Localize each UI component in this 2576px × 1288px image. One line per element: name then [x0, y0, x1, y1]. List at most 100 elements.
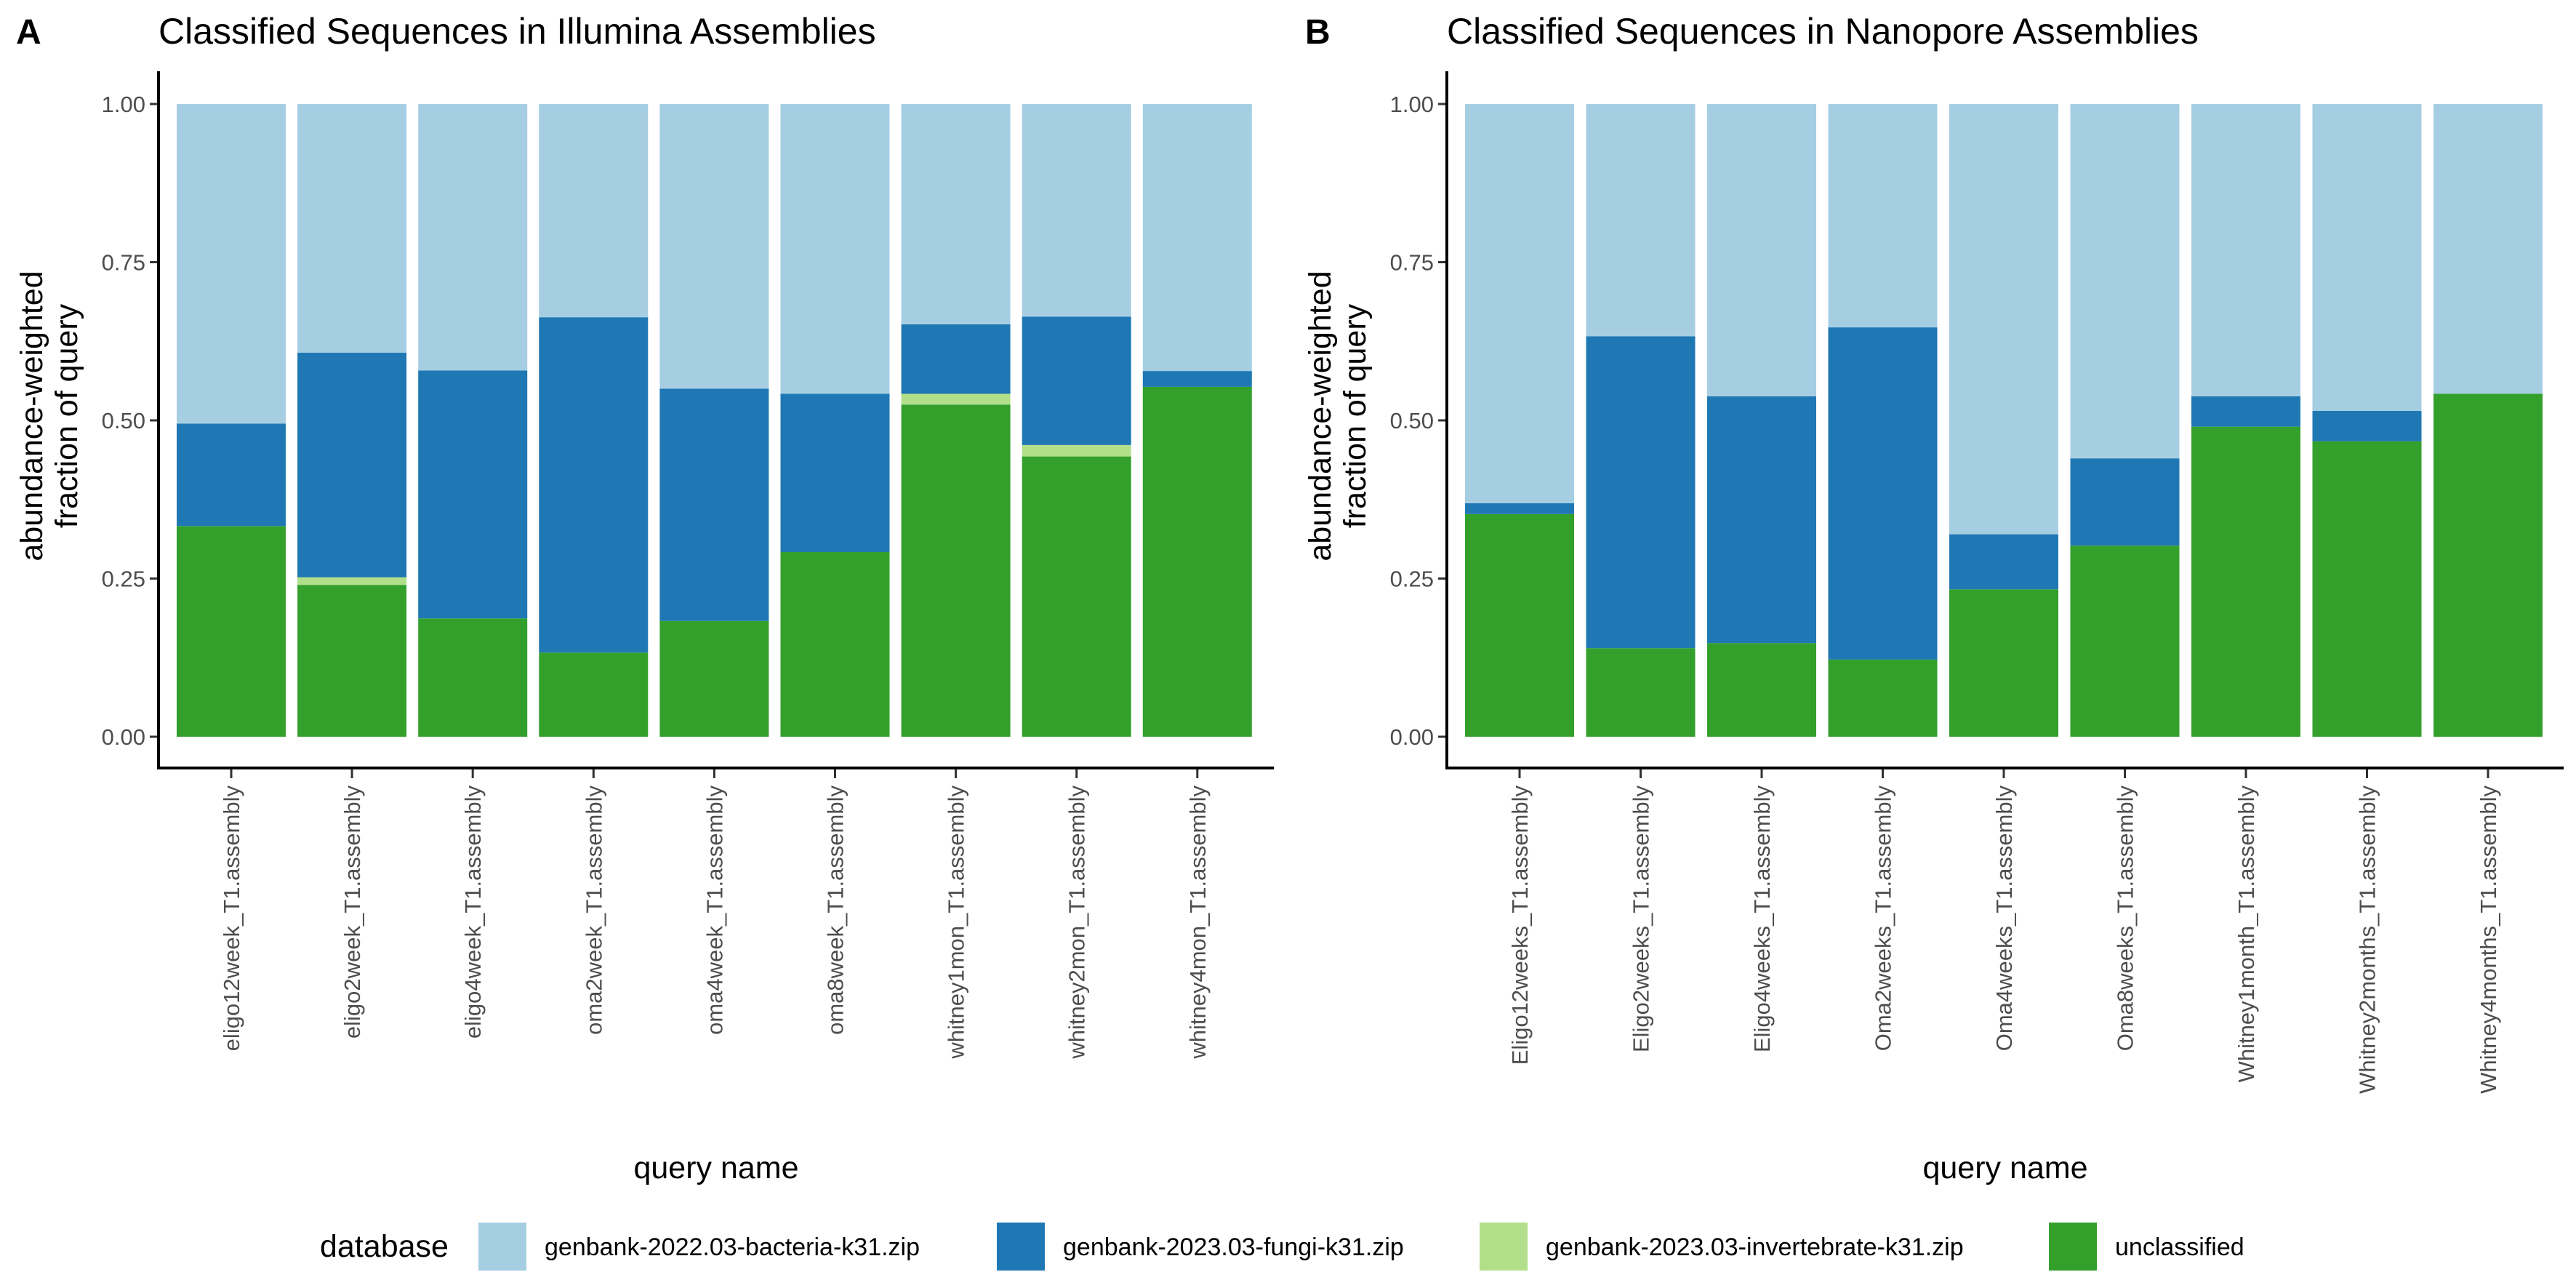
- legend-swatch-fungi: [997, 1223, 1045, 1271]
- y-tick-label: 0.50: [102, 408, 145, 433]
- bar-segment-genbank-2023-03-fungi-k31-zip: [539, 317, 649, 653]
- bar-segment-unclassified: [418, 618, 528, 737]
- bar-segment-unclassified: [1707, 643, 1816, 737]
- legend-swatch-unclassified: [2049, 1223, 2097, 1271]
- bar-segment-genbank-2022-03-bacteria-k31-zip: [2191, 104, 2300, 396]
- bar-segment-genbank-2022-03-bacteria-k31-zip: [2312, 104, 2422, 411]
- bar-segment-genbank-2022-03-bacteria-k31-zip: [1707, 104, 1816, 396]
- y-tick-label: 1.00: [1390, 92, 1434, 117]
- x-tick-label: oma2week_T1.assembly: [581, 785, 606, 1035]
- bar-segment-unclassified: [1465, 513, 1574, 737]
- y-tick-label: 0.75: [102, 250, 145, 276]
- y-axis-title-line1: abundance-weighted: [1303, 271, 1338, 561]
- x-tick-label: whitney4mon_T1.assembly: [1185, 785, 1211, 1060]
- x-tick-label: eligo12week_T1.assembly: [219, 785, 244, 1052]
- x-tick-label: oma8week_T1.assembly: [823, 785, 848, 1035]
- chart-title: Classified Sequences in Nanopore Assembl…: [1447, 11, 2199, 52]
- bar-segment-genbank-2023-03-fungi-k31-zip: [1465, 503, 1574, 514]
- bar-segment-genbank-2023-03-fungi-k31-zip: [177, 423, 286, 527]
- bar-segment-genbank-2023-03-invertebrate-k31-zip: [1022, 444, 1131, 457]
- bar-segment-genbank-2023-03-fungi-k31-zip: [297, 352, 407, 577]
- bar-segment-unclassified: [901, 404, 1011, 737]
- legend: database genbank-2022.03-bacteria-k31.zi…: [320, 1223, 2244, 1271]
- bar-segment-unclassified: [1022, 456, 1131, 737]
- x-tick-label: Eligo12weeks_T1.assembly: [1507, 785, 1533, 1065]
- y-axis-ticks: 0.00 0.25 0.50 0.75 1.00: [1390, 92, 1447, 750]
- bar-segment-genbank-2023-03-fungi-k31-zip: [1707, 396, 1816, 644]
- y-axis-ticks: 0.00 0.25 0.50 0.75 1.00: [102, 92, 159, 750]
- y-axis-title-line2: fraction of query: [1338, 303, 1373, 528]
- x-tick-label: whitney2mon_T1.assembly: [1064, 785, 1090, 1060]
- x-tick-label: Oma8weeks_T1.assembly: [2113, 785, 2138, 1052]
- x-tick-label: Whitney1month_T1.assembly: [2234, 785, 2259, 1083]
- bar-segment-genbank-2023-03-fungi-k31-zip: [1142, 371, 1252, 387]
- bar-segment-genbank-2023-03-fungi-k31-zip: [2070, 458, 2180, 546]
- x-tick-label: eligo2week_T1.assembly: [340, 785, 365, 1039]
- x-tick-label: whitney1mon_T1.assembly: [944, 785, 969, 1060]
- bar-segment-genbank-2022-03-bacteria-k31-zip: [1949, 104, 2058, 535]
- bar-segment-unclassified: [2433, 393, 2543, 737]
- x-axis-ticks: eligo12week_T1.assembly eligo2week_T1.ass…: [219, 768, 1211, 1060]
- x-tick-label: eligo4week_T1.assembly: [460, 785, 486, 1039]
- y-axis-title-line2: fraction of query: [49, 303, 84, 528]
- y-tick-label: 0.00: [1390, 724, 1434, 750]
- legend-title: database: [320, 1229, 449, 1264]
- panel-letter: A: [16, 13, 41, 52]
- x-tick-label: oma4week_T1.assembly: [702, 785, 727, 1035]
- bar-segment-genbank-2022-03-bacteria-k31-zip: [1022, 104, 1131, 317]
- bar-segment-genbank-2022-03-bacteria-k31-zip: [177, 104, 286, 424]
- legend-label-unclassified: unclassified: [2115, 1233, 2244, 1261]
- bar-segment-genbank-2022-03-bacteria-k31-zip: [1465, 104, 1574, 503]
- bar-segment-unclassified: [539, 652, 649, 737]
- y-tick-label: 0.00: [102, 724, 145, 750]
- x-axis-title: query name: [633, 1151, 798, 1185]
- bar-segment-unclassified: [1949, 589, 2058, 737]
- bar-segment-genbank-2023-03-fungi-k31-zip: [659, 388, 769, 621]
- bar-segment-unclassified: [2191, 426, 2300, 737]
- x-tick-label: Eligo4weeks_T1.assembly: [1749, 785, 1775, 1053]
- x-axis-title: query name: [1922, 1151, 2087, 1185]
- bar-segment-unclassified: [1142, 386, 1252, 737]
- x-tick-label: Eligo2weeks_T1.assembly: [1629, 785, 1654, 1053]
- bars-layer: [177, 104, 1252, 737]
- x-axis-ticks: Eligo12weeks_T1.assembly Eligo2weeks_T1.a…: [1507, 768, 2501, 1094]
- bar-segment-genbank-2023-03-fungi-k31-zip: [1586, 336, 1696, 649]
- legend-swatch-invertebrate: [1480, 1223, 1528, 1271]
- bar-segment-genbank-2022-03-bacteria-k31-zip: [539, 104, 649, 318]
- y-tick-label: 1.00: [102, 92, 145, 117]
- bar-segment-unclassified: [659, 620, 769, 737]
- bar-segment-genbank-2022-03-bacteria-k31-zip: [1142, 104, 1252, 372]
- bar-segment-genbank-2022-03-bacteria-k31-zip: [659, 104, 769, 389]
- bar-segment-unclassified: [780, 552, 890, 737]
- bar-segment-unclassified: [297, 585, 407, 737]
- y-tick-label: 0.75: [1390, 250, 1434, 276]
- bar-segment-genbank-2023-03-invertebrate-k31-zip: [297, 577, 407, 585]
- bar-segment-genbank-2023-03-fungi-k31-zip: [1828, 327, 1938, 660]
- bars-layer: [1465, 104, 2543, 737]
- bar-segment-unclassified: [2070, 545, 2180, 737]
- x-tick-label: Whitney4months_T1.assembly: [2476, 785, 2501, 1094]
- bar-segment-genbank-2023-03-fungi-k31-zip: [418, 370, 528, 619]
- x-tick-label: Whitney2months_T1.assembly: [2355, 785, 2380, 1094]
- x-tick-label: Oma2weeks_T1.assembly: [1871, 785, 1896, 1052]
- bar-segment-genbank-2022-03-bacteria-k31-zip: [297, 104, 407, 353]
- bar-segment-genbank-2023-03-fungi-k31-zip: [2312, 411, 2422, 441]
- bar-segment-genbank-2023-03-fungi-k31-zip: [1022, 316, 1131, 445]
- y-tick-label: 0.50: [1390, 408, 1434, 433]
- bar-segment-genbank-2022-03-bacteria-k31-zip: [1828, 104, 1938, 328]
- bar-segment-genbank-2022-03-bacteria-k31-zip: [2070, 104, 2180, 459]
- bar-segment-unclassified: [2312, 441, 2422, 737]
- bar-segment-genbank-2023-03-fungi-k31-zip: [2191, 396, 2300, 427]
- bar-segment-unclassified: [177, 526, 286, 737]
- panel-b: B Classified Sequences in Nanopore Assem…: [1303, 11, 2564, 1185]
- panel-letter: B: [1305, 13, 1331, 52]
- bar-segment-genbank-2022-03-bacteria-k31-zip: [780, 104, 890, 394]
- bar-segment-unclassified: [1586, 648, 1696, 737]
- chart-title: Classified Sequences in Illumina Assembl…: [159, 11, 876, 52]
- bar-segment-genbank-2022-03-bacteria-k31-zip: [1586, 104, 1696, 337]
- bar-segment-genbank-2023-03-fungi-k31-zip: [901, 324, 1011, 394]
- bar-segment-genbank-2023-03-fungi-k31-zip: [1949, 534, 2058, 590]
- panel-a: A Classified Sequences in Illumina Assem…: [15, 11, 1274, 1185]
- y-tick-label: 0.25: [1390, 567, 1434, 592]
